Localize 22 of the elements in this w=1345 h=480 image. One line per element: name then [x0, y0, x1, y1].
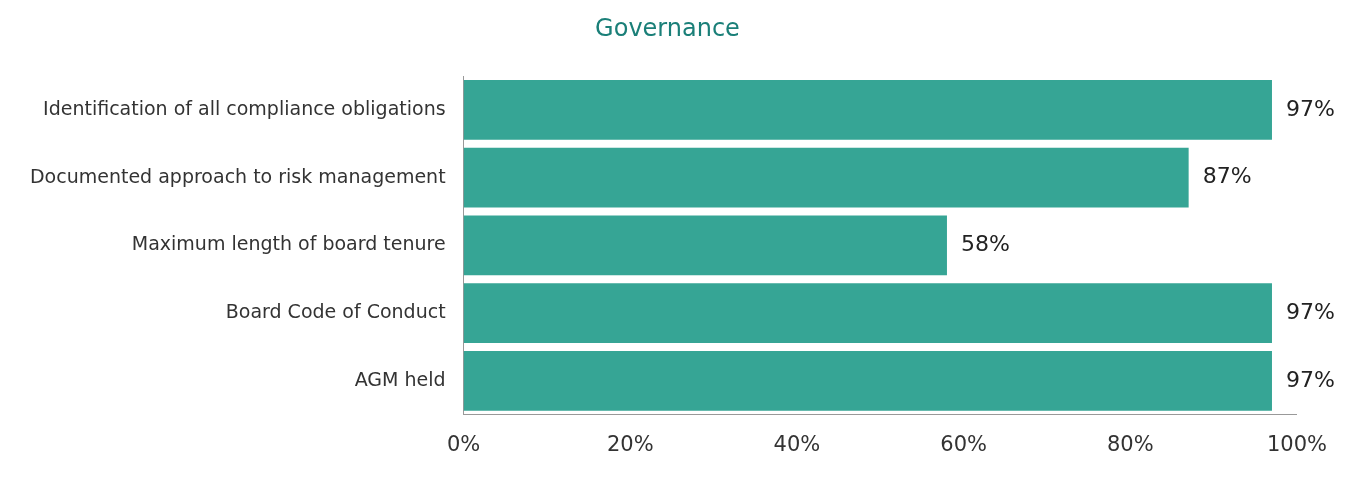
chart-title: Governance — [594, 14, 741, 42]
y-tick-label: Maximum length of board tenure — [131, 232, 446, 255]
x-tick-label: 80% — [1106, 431, 1154, 456]
x-tick-label: 20% — [606, 431, 654, 456]
bar — [463, 147, 1189, 208]
data-label: 97% — [1285, 298, 1335, 324]
data-label: 58% — [960, 231, 1010, 257]
data-label: 97% — [1285, 366, 1335, 392]
bar — [463, 351, 1272, 411]
x-tick-label: 100% — [1266, 431, 1328, 456]
y-tick-label: Board Code of Conduct — [225, 300, 446, 323]
x-tick-label: 40% — [773, 431, 821, 456]
y-tick-label: AGM held — [354, 367, 446, 390]
y-tick-label: Documented approach to risk management — [29, 164, 446, 187]
bar — [463, 215, 947, 276]
x-tick-label: 0% — [446, 431, 481, 456]
data-label: 97% — [1285, 95, 1335, 121]
data-label: 87% — [1202, 163, 1252, 189]
x-tick-label: 60% — [940, 431, 987, 456]
bar — [463, 283, 1272, 343]
bar — [463, 80, 1272, 140]
y-tick-label: Identification of all compliance obligations — [43, 96, 446, 119]
